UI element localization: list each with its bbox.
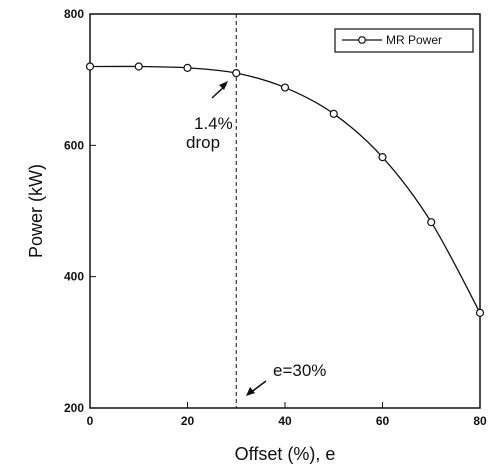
data-point xyxy=(475,308,485,317)
data-point xyxy=(329,109,338,118)
legend: MR Power xyxy=(334,28,474,53)
y-tick-label: 800 xyxy=(64,7,84,21)
annotation-arrowhead xyxy=(219,81,228,90)
x-tick-label: 20 xyxy=(181,414,195,428)
annotation-drop-line2: drop xyxy=(186,133,220,152)
data-point xyxy=(280,83,290,92)
vline-arrowhead xyxy=(246,387,255,396)
data-point xyxy=(134,62,143,71)
data-point xyxy=(427,218,436,227)
y-axis: 200 400 600 800 xyxy=(64,7,96,415)
y-tick-label: 600 xyxy=(64,138,84,152)
x-axis: 0 20 40 60 80 xyxy=(87,402,487,428)
x-tick-label: 60 xyxy=(376,414,390,428)
x-tick-label: 0 xyxy=(87,414,94,428)
y-tick-label: 400 xyxy=(64,270,84,284)
data-point xyxy=(378,153,387,162)
annotation-drop-line1: 1.4% xyxy=(194,114,233,133)
data-point xyxy=(183,63,192,72)
x-axis-label: Offset (%), e xyxy=(235,444,336,464)
y-axis-label: Power (kW) xyxy=(26,164,46,258)
legend-label-mr-power: MR Power xyxy=(386,33,442,47)
y-tick-label: 200 xyxy=(64,401,84,415)
plot-area xyxy=(89,13,481,409)
vline-label: e=30% xyxy=(273,361,326,380)
data-point xyxy=(232,68,241,78)
legend-marker-swatch xyxy=(358,36,366,44)
series-markers xyxy=(85,62,485,317)
x-tick-label: 80 xyxy=(473,414,487,428)
x-tick-label: 40 xyxy=(278,414,292,428)
legend-box xyxy=(334,28,474,53)
data-point xyxy=(85,62,95,71)
